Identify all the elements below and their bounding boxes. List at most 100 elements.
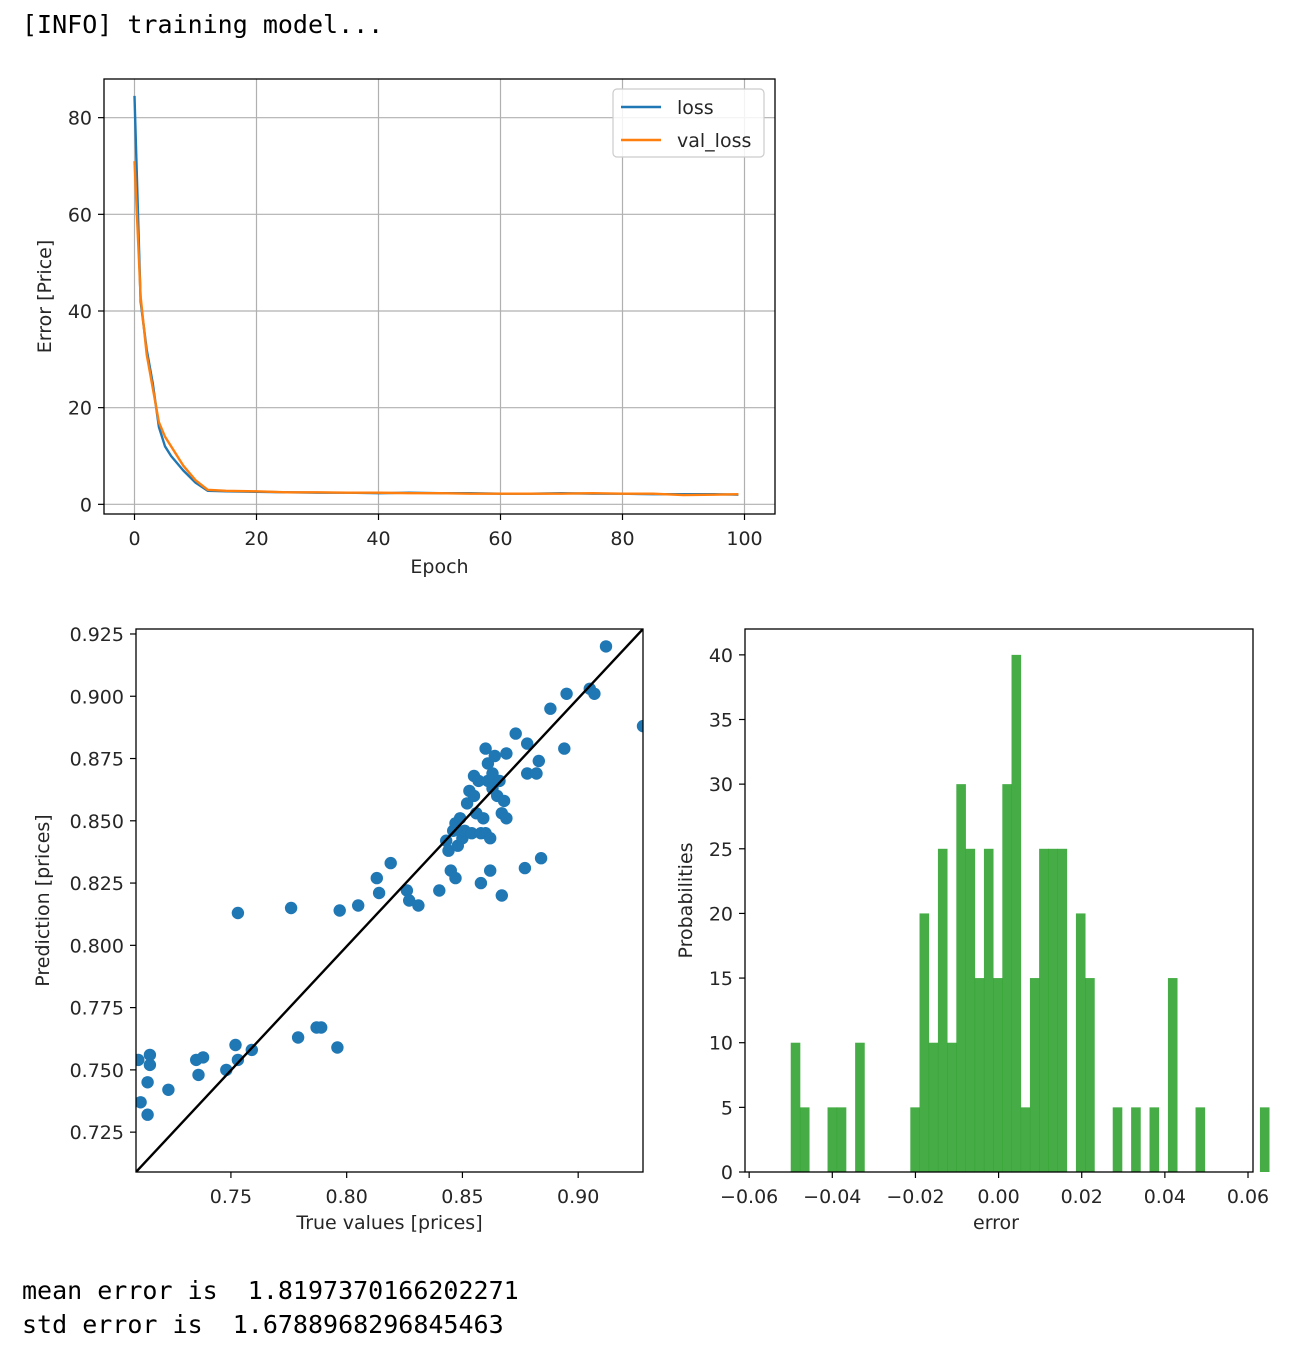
scatter-point [196,1051,210,1064]
histogram-bar [1131,1107,1141,1172]
scatter-point [370,871,383,885]
histogram-bar [956,784,966,1172]
plot-area [136,629,643,1172]
histogram-bar [1259,1107,1270,1172]
histogram-bar [1002,784,1012,1172]
y-tick-label: 15 [709,968,733,990]
x-axis-label: error [973,1212,1019,1234]
scatter-point [136,1096,147,1109]
x-tick-label: 0.80 [326,1186,368,1208]
scatter-point [518,861,532,875]
histogram-bar [1149,1107,1160,1172]
stats-output: mean error is 1.8197370166202271 std err… [22,1274,519,1342]
y-tick-label: 0.925 [70,624,124,646]
histogram-bar [836,1107,847,1172]
histogram-bar [1011,654,1022,1172]
histogram-bar [1112,1107,1123,1172]
x-axis-label: Epoch [410,556,468,578]
scatter-point [400,884,414,897]
scatter-point [333,904,346,917]
y-tick-label: 35 [709,710,733,732]
scatter-chart: 0.75 0.80 0.85 0.90 0.725 0.750 0.775 0.800 0.82… [32,624,644,1234]
x-tick-label: 40 [366,528,390,550]
y-tick-label: 80 [68,108,92,130]
mean-error-line: mean error is 1.8197370166202271 [22,1276,519,1305]
scatter-point [143,1048,157,1062]
scatter-point [453,812,467,825]
scatter-point [500,747,513,760]
scatter-point [284,901,298,915]
scatter-point [521,737,534,750]
scatter-point [465,827,478,840]
scatter-point [588,687,601,700]
y-tick-label: 25 [709,839,733,861]
y-tick-label: 40 [68,301,92,323]
scatter-point [136,1053,145,1067]
scatter-point [484,864,497,877]
info-output-line: [INFO] training model... [22,10,384,39]
histogram-bar [993,978,1003,1172]
y-tick-label: 20 [709,903,733,925]
scatter-point [474,876,488,890]
x-tick-label: 0.02 [1061,1186,1103,1208]
scatter-point [544,702,557,715]
scatter-point [192,1068,205,1082]
y-tick-label: 40 [709,645,733,667]
scatter-point [442,844,455,857]
scatter-point [291,1031,305,1044]
scatter-point [530,767,543,780]
y-tick-label: 0.725 [70,1122,124,1144]
scatter-point [497,794,511,808]
histogram-bar [827,1107,838,1172]
scatter-point [229,1038,242,1052]
y-tick-label: 30 [709,774,733,796]
histogram-bar [799,1107,810,1172]
y-tick-label: 60 [68,204,92,226]
histogram-bar [910,1107,920,1172]
x-tick-label: 0 [128,528,140,550]
x-tick-label: 20 [244,528,268,550]
histogram-bar [1020,1107,1031,1172]
x-tick-label: 0.90 [557,1186,599,1208]
x-tick-label: 100 [726,528,762,550]
histogram-bar [1075,913,1086,1172]
x-tick-label: 0.04 [1144,1186,1186,1208]
histogram-bar [974,978,985,1172]
histogram-bar [1167,978,1178,1172]
histogram-bar [965,848,976,1172]
scatter-point [599,640,613,653]
scatter-point [509,727,522,740]
scatter-point [162,1083,175,1097]
scatter-point [141,1076,154,1089]
scatter-point [479,742,492,755]
y-tick-label: 0.800 [70,935,124,957]
scatter-point [352,899,365,912]
scatter-point [315,1021,328,1034]
histogram-bar [1085,978,1095,1172]
y-tick-label: 0.875 [70,749,124,771]
histogram-chart: −0.06 −0.04 −0.02 0.00 0.02 0.04 0.06 0 5 10 15 20 2… [675,628,1270,1234]
scatter-point [484,832,497,845]
scatter-point [534,852,548,865]
scatter-point [488,749,501,763]
histogram-bar [1057,848,1068,1172]
legend-label-loss: loss [677,97,714,119]
scatter-point [449,871,462,885]
scatter-point [143,1058,157,1072]
x-tick-label: 60 [488,528,512,550]
scatter-point [521,767,534,780]
x-tick-label: −0.04 [803,1186,861,1208]
y-tick-label: 0.850 [70,811,124,833]
x-tick-label: −0.02 [886,1186,944,1208]
y-tick-label: 0 [721,1162,733,1184]
scatter-point [331,1041,344,1054]
histogram-bar [947,1042,957,1172]
y-axis-label: Error [Price] [34,240,56,354]
y-tick-label: 0 [80,494,92,516]
histogram-bar [937,848,948,1172]
scatter-point [500,812,513,825]
y-tick-label: 10 [709,1033,733,1055]
histogram-bar [1195,1107,1206,1172]
y-axis-label: Probabilities [675,842,697,958]
